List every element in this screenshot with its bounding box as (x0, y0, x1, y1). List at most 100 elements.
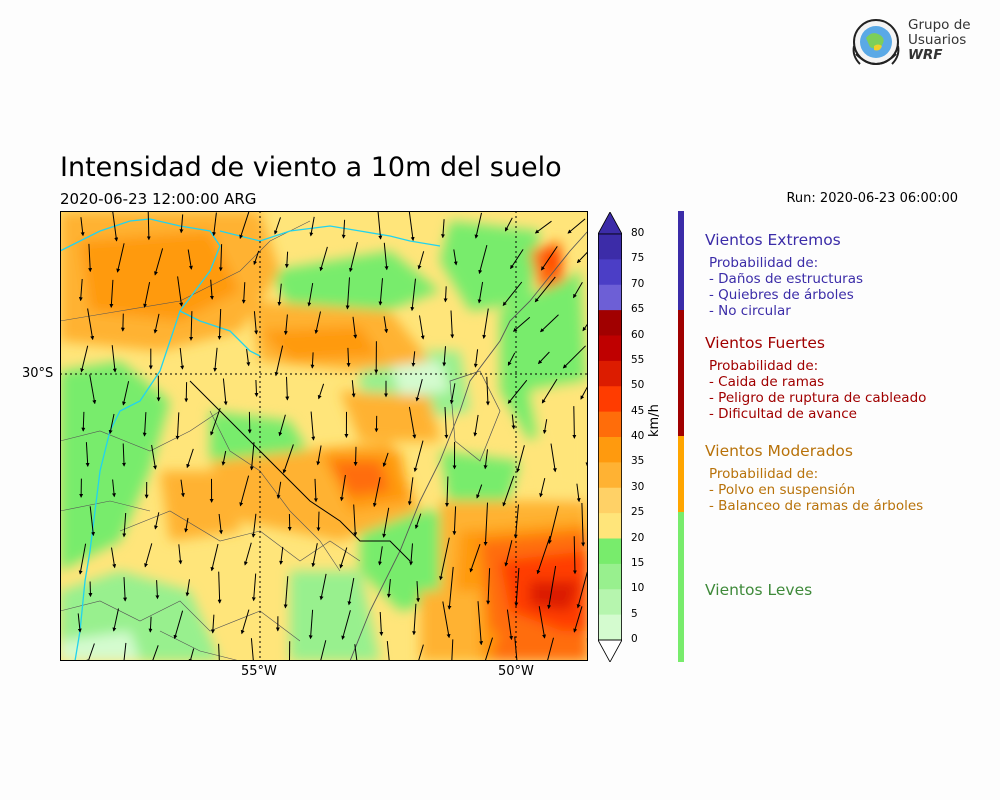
wind-arrow (562, 345, 586, 369)
wind-arrow (383, 242, 389, 271)
wind-arrow (116, 243, 125, 273)
wind-arrow (372, 477, 381, 508)
wind-arrow (109, 279, 114, 308)
wind-arrow (240, 609, 250, 635)
wind-arrow (576, 483, 581, 503)
colorbar-tick-label: 30 (631, 480, 645, 493)
wind-arrow (351, 380, 356, 398)
wind-arrow (222, 378, 228, 406)
wind-arrow (417, 644, 424, 661)
wind-arrow (320, 640, 327, 661)
wind-arrow (478, 244, 488, 275)
wind-arrow (316, 445, 322, 466)
wind-arrow (546, 637, 554, 661)
wind-arrow (408, 211, 415, 242)
wind-arrow (316, 511, 321, 532)
colorbar-tick-label: 10 (631, 582, 645, 595)
wind-arrow (111, 547, 117, 569)
colorbar-tick-label: 75 (631, 252, 645, 265)
wind-arrow (179, 347, 185, 370)
wind-arrow (148, 616, 153, 633)
wind-arrow (212, 212, 217, 237)
wind-arrow (89, 506, 96, 537)
wind-arrow (144, 543, 153, 568)
wind-arrow (309, 216, 315, 237)
wind-arrow (477, 281, 484, 304)
colorbar-tick-label: 65 (631, 303, 645, 316)
wind-arrow (567, 218, 586, 234)
wind-arrow (123, 642, 127, 661)
wind-arrow (221, 450, 227, 466)
wind-arrow (80, 217, 85, 237)
wind-arrow (274, 217, 281, 235)
wind-arrow (413, 440, 424, 472)
wind-arrow (341, 610, 351, 640)
wind-arrow (111, 479, 116, 498)
wind-arrow (449, 383, 456, 405)
category-line: - Peligro de ruptura de cableado (709, 390, 927, 406)
wind-arrow (210, 614, 215, 634)
wind-arrow (417, 251, 425, 270)
wind-arrow (450, 310, 455, 339)
chart-title: Intensidad de viento a 10m del suelo (60, 152, 562, 183)
wind-arrow (314, 311, 321, 334)
wind-arrow (512, 316, 531, 332)
wind-arrow (451, 639, 454, 661)
wind-arrow (120, 313, 125, 332)
wind-arrow (253, 250, 260, 266)
wind-arrow (319, 573, 327, 601)
wind-arrow (86, 643, 95, 661)
wind-arrow (218, 244, 223, 272)
wind-arrow (513, 504, 519, 539)
wind-arrow (317, 383, 325, 400)
wind-arrow (506, 609, 514, 641)
wind-arrow (442, 346, 447, 367)
colorbar-tick-label: 45 (631, 404, 645, 417)
wind-arrow (415, 378, 423, 402)
wind-arrow (539, 477, 546, 498)
globe-logo-icon (852, 19, 900, 66)
wind-arrow (443, 286, 448, 303)
colorbar-tick-label: 80 (631, 227, 645, 239)
graticule (60, 211, 588, 661)
colorbar-segment (598, 462, 622, 489)
wind-arrow (310, 352, 315, 369)
wind-arrow (308, 609, 314, 640)
colorbar-tick-label: 20 (631, 531, 645, 544)
category-title: Vientos Moderados (705, 442, 853, 460)
wind-arrow (89, 374, 97, 405)
wind-arrow (537, 351, 550, 365)
wind-arrow (250, 638, 254, 661)
wind-arrow (414, 513, 422, 529)
wind-arrow (87, 308, 95, 341)
wind-arrow (573, 606, 583, 633)
wind-arrow (473, 414, 479, 437)
category-line: - Dificultad de avance (709, 406, 857, 422)
colorbar-segment (598, 234, 622, 260)
colorbar-extend-top (598, 212, 622, 235)
colorbar-segment (598, 487, 622, 514)
wind-arrow (439, 537, 450, 581)
wind-arrow (444, 406, 449, 439)
wind-arrow (576, 251, 588, 264)
lat-label-30s: 30°S (22, 366, 54, 381)
colorbar-segment (598, 259, 622, 286)
wind-arrow (189, 311, 194, 341)
colorbar-segment (598, 386, 622, 413)
wind-arrow (482, 308, 489, 339)
wind-arrow (253, 311, 259, 335)
wind-arrow (241, 282, 246, 304)
wind-arrow (80, 345, 89, 373)
wind-arrow (377, 211, 383, 240)
colorbar-tick-label: 70 (631, 277, 645, 290)
wind-arrow (419, 315, 425, 340)
wind-arrow (341, 219, 346, 239)
wind-arrow (469, 544, 481, 573)
wind-arrow (538, 606, 547, 639)
map-frame (60, 211, 588, 661)
wind-arrow (483, 502, 488, 546)
colorbar-tick-label: 5 (631, 607, 638, 620)
wind-arrow (576, 571, 588, 609)
wind-arrow (547, 565, 557, 610)
valid-time: 2020-06-23 12:00:00 ARG (60, 190, 257, 208)
